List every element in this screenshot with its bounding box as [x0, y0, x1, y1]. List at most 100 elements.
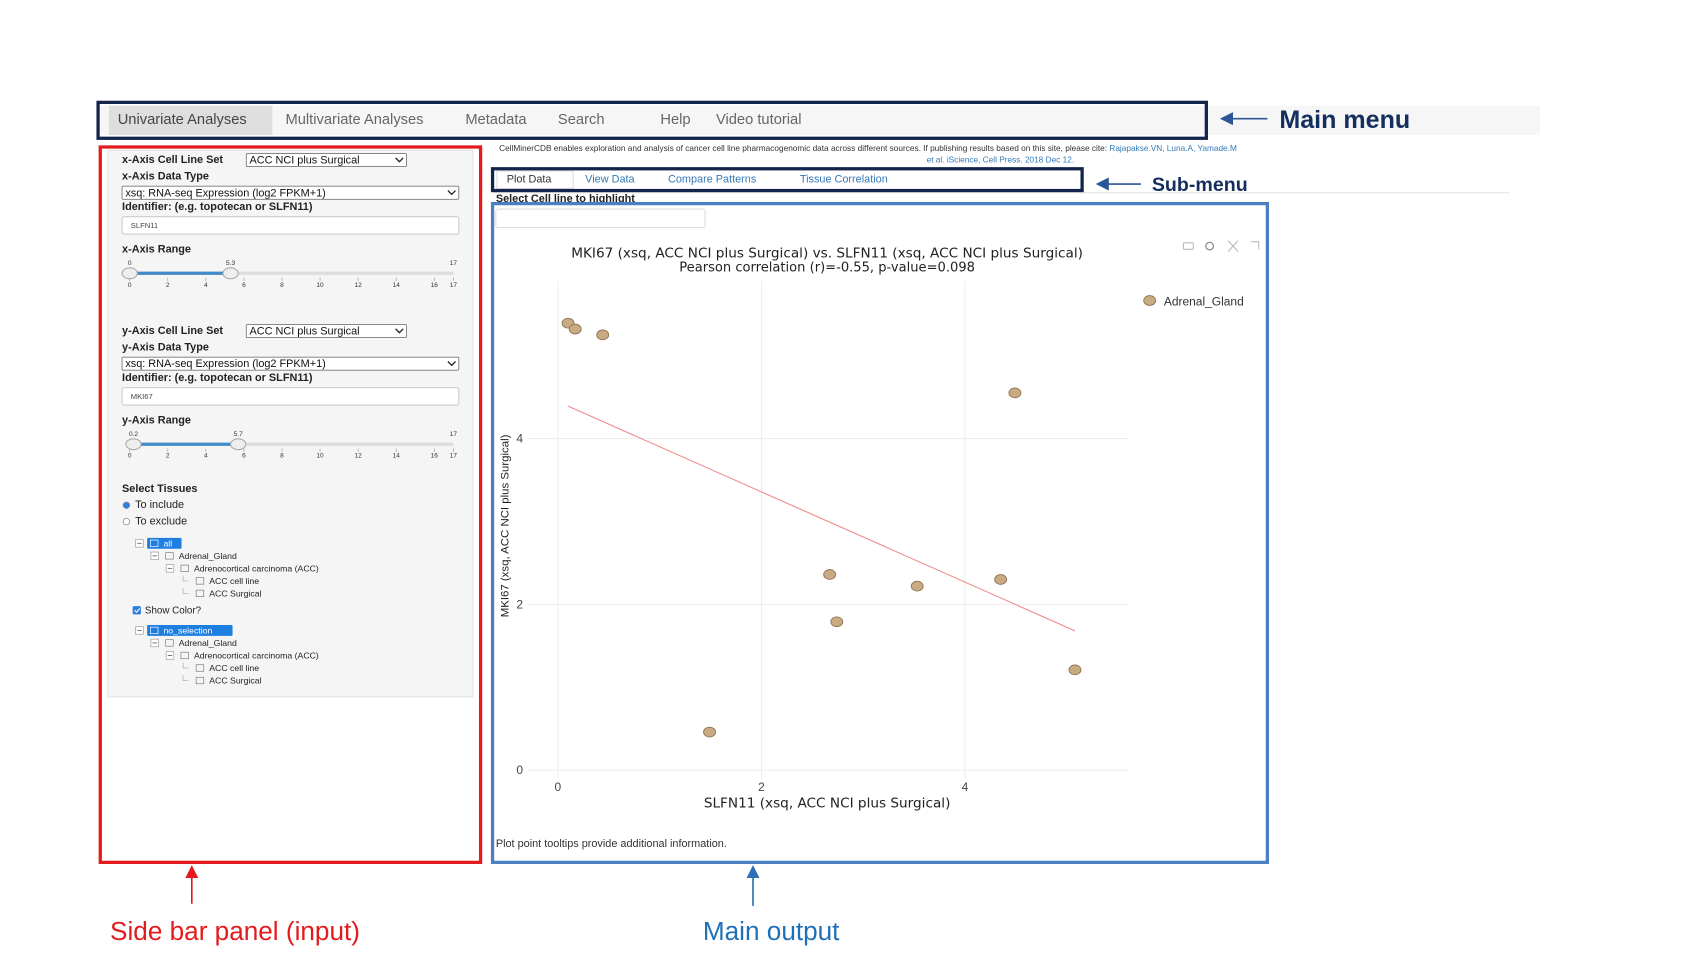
scatter-point[interactable] — [703, 726, 716, 738]
menu-tab[interactable]: Help — [660, 112, 690, 128]
y-tick-label: 4 — [516, 431, 523, 445]
folder-icon — [165, 552, 174, 560]
select-value: xsq: RNA-seq Expression (log2 FPKM+1) — [125, 358, 325, 370]
field-label: Select Cell line to highlight — [496, 193, 635, 205]
slider-handle[interactable] — [125, 438, 142, 451]
zoom-icon[interactable] — [1205, 241, 1214, 251]
folder-icon — [195, 676, 205, 685]
active-tab — [108, 105, 273, 136]
slider-value: 0 — [128, 260, 132, 267]
slider-handle[interactable] — [230, 438, 247, 451]
text-input[interactable] — [121, 216, 460, 235]
radio-label: To include — [135, 499, 184, 511]
field-label: y-Axis Range — [122, 414, 191, 426]
radio[interactable] — [122, 517, 131, 526]
menu-tab[interactable]: Univariate Analyses — [118, 112, 247, 128]
text-input[interactable] — [121, 387, 460, 406]
slider-handle[interactable] — [222, 267, 239, 280]
slider-value: 0.2 — [129, 431, 138, 438]
trend-line — [567, 405, 1076, 632]
scatter-point[interactable] — [823, 569, 837, 580]
menu-tab[interactable]: Metadata — [465, 112, 527, 128]
y-tick-label: 0 — [516, 763, 523, 777]
text-input[interactable] — [495, 208, 706, 229]
tree-node[interactable]: no_selection — [163, 625, 212, 635]
submenu-tab[interactable]: Plot Data — [507, 174, 553, 186]
tree-node[interactable]: ACC Surgical — [209, 588, 261, 598]
tree-node[interactable]: ACC Surgical — [209, 676, 261, 686]
menu-tab[interactable]: Video tutorial — [716, 112, 802, 128]
camera-icon[interactable] — [1182, 242, 1194, 250]
tree-branch — [182, 587, 189, 594]
field-label: Identifier: (e.g. topotecan or SLFN11) — [122, 201, 313, 213]
legend-label[interactable]: Adrenal_Gland — [1164, 295, 1244, 309]
tree-selected — [147, 624, 233, 636]
tree-node[interactable]: ACC cell line — [209, 576, 259, 586]
scatter-point[interactable] — [596, 329, 610, 341]
slider-max: 17 — [450, 431, 458, 438]
slider-max: 17 — [450, 260, 458, 267]
scatter-point[interactable] — [830, 616, 844, 628]
submenu-tab[interactable]: View Data — [585, 174, 635, 186]
citation-link[interactable]: Rajapakse.VN, Luna.A, Yamade.M — [1109, 144, 1237, 153]
x-tick-label: 2 — [758, 780, 765, 794]
select-box[interactable] — [121, 356, 460, 371]
submenu-tab[interactable]: Compare Patterns — [668, 174, 757, 186]
input-value: MKI67 — [131, 392, 153, 401]
scatter-point[interactable] — [568, 323, 582, 335]
checkbox-label: Show Color? — [145, 605, 202, 616]
modebar — [1182, 240, 1260, 252]
slider-tick-label: 10 — [316, 453, 324, 460]
y-axis-label: MKI67 (xsq, ACC NCI plus Surgical) — [500, 434, 512, 617]
slider-handle[interactable] — [121, 267, 138, 280]
select-box[interactable] — [245, 324, 407, 338]
radio[interactable] — [122, 501, 131, 509]
select-value: xsq: RNA-seq Expression (log2 FPKM+1) — [125, 187, 325, 199]
select-value: ACC NCI plus Surgical — [250, 326, 360, 338]
tree-node[interactable]: Adrenal_Gland — [179, 638, 237, 648]
select-box[interactable] — [245, 153, 407, 168]
field-label: x-Axis Data Type — [122, 170, 209, 182]
slider-tick-label: 12 — [355, 453, 363, 460]
field-label: x-Axis Range — [122, 243, 191, 255]
tree-node[interactable]: Adrenocortical carcinoma (ACC) — [194, 563, 319, 573]
slider-tick-label: 14 — [393, 453, 401, 460]
slider-tick-label: 2 — [166, 453, 170, 460]
autoscale-icon[interactable] — [1227, 240, 1239, 252]
scatter-point[interactable] — [910, 580, 924, 592]
select-chevron — [395, 328, 404, 334]
sub-menu-frame — [490, 167, 1084, 193]
select-box[interactable] — [121, 185, 460, 200]
submenu-tab[interactable]: Tissue Correlation — [800, 174, 888, 186]
scatter-point[interactable] — [994, 574, 1008, 585]
menu-bar — [100, 105, 1540, 136]
tree-node[interactable]: ACC cell line — [209, 663, 259, 673]
reset-icon[interactable] — [1251, 241, 1260, 250]
x-axis-label: SLFN11 (xsq, ACC NCI plus Surgical) — [704, 796, 951, 812]
tree-node[interactable]: Adrenal_Gland — [179, 551, 237, 561]
menu-tab[interactable]: Multivariate Analyses — [286, 112, 424, 128]
annotation-label: Side bar panel (input) — [110, 916, 360, 946]
scatter-point[interactable] — [1008, 387, 1022, 399]
folder-icon — [180, 651, 189, 660]
tree-selected — [147, 537, 182, 549]
slider-tick-label: 17 — [450, 453, 458, 460]
slider-tick-label: 14 — [393, 282, 401, 289]
slider-tick-label: 4 — [204, 453, 208, 460]
field-label: y-Axis Data Type — [122, 341, 209, 353]
tree-node[interactable]: Adrenocortical carcinoma (ACC) — [194, 650, 319, 660]
slider-tick-label: 4 — [204, 282, 208, 289]
field-label: y-Axis Cell Line Set — [122, 325, 223, 337]
citation-link[interactable]: et al. iScience, Cell Press. 2018 Dec 12… — [927, 156, 1075, 165]
legend-marker — [1143, 295, 1157, 306]
checkbox[interactable] — [132, 606, 141, 615]
slider-tick-label: 0 — [128, 453, 132, 460]
sidebar-panel — [107, 149, 474, 698]
scatter-point[interactable] — [1068, 664, 1082, 676]
checkmark — [134, 608, 141, 614]
tree-node[interactable]: all — [163, 538, 172, 548]
tree-branch — [182, 662, 189, 669]
footnote: Plot point tooltips provide additional i… — [496, 838, 727, 850]
menu-tab[interactable]: Search — [558, 112, 605, 128]
